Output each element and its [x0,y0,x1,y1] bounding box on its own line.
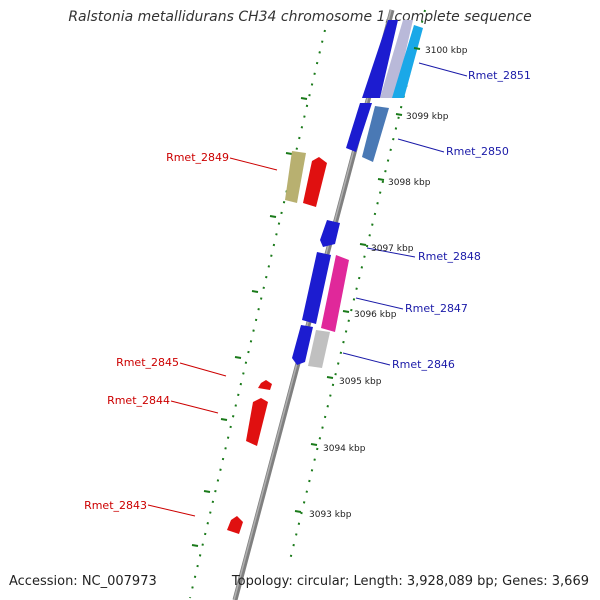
map-title: Ralstonia metallidurans CH34 chromosome … [68,9,532,25]
accession-text: Accession: NC_007973 [9,574,157,589]
gene-label-rmet-2849[interactable]: Rmet_2849 [166,151,229,164]
tick-label-3100: 3100 kbp [425,46,468,56]
gene-label-rmet-2845[interactable]: Rmet_2845 [116,356,179,369]
gene-rmet-2844[interactable] [246,398,268,446]
tick-label-3096: 3096 kbp [354,310,397,320]
tick-label-3099: 3099 kbp [406,112,449,122]
gene-label-rmet-2851[interactable]: Rmet_2851 [468,69,531,82]
gene-label-rmet-2843[interactable]: Rmet_2843 [84,499,147,512]
gene-rmet-2850[interactable] [346,103,389,162]
gene-rmet-2848[interactable] [320,220,340,247]
gene-rmet-2843[interactable] [227,516,243,534]
gene-label-rmet-2844[interactable]: Rmet_2844 [107,394,170,407]
tick-label-3097: 3097 kbp [371,244,414,254]
tick-label-3098: 3098 kbp [388,178,431,188]
gene-rmet-2849[interactable] [285,151,327,207]
gene-label-rmet-2846[interactable]: Rmet_2846 [392,358,455,371]
gene-rmet-2846[interactable] [292,325,330,368]
gene-label-rmet-2848[interactable]: Rmet_2848 [418,250,481,263]
tick-label-3094: 3094 kbp [323,444,366,454]
tick-label-3095: 3095 kbp [339,377,382,387]
gene-label-rmet-2850[interactable]: Rmet_2850 [446,145,509,158]
outer-tick-marks [294,47,421,513]
gene-rmet-2847[interactable] [302,252,349,332]
inner-tick-marks [191,97,308,547]
tick-label-3093: 3093 kbp [309,510,352,520]
gene-rmet-2845[interactable] [258,380,272,390]
label-leaders [147,62,468,517]
gene-rmet-2851-part[interactable] [362,20,423,98]
genome-summary-text: Topology: circular; Length: 3,928,089 bp… [231,574,589,589]
gene-label-rmet-2847[interactable]: Rmet_2847 [405,302,468,315]
